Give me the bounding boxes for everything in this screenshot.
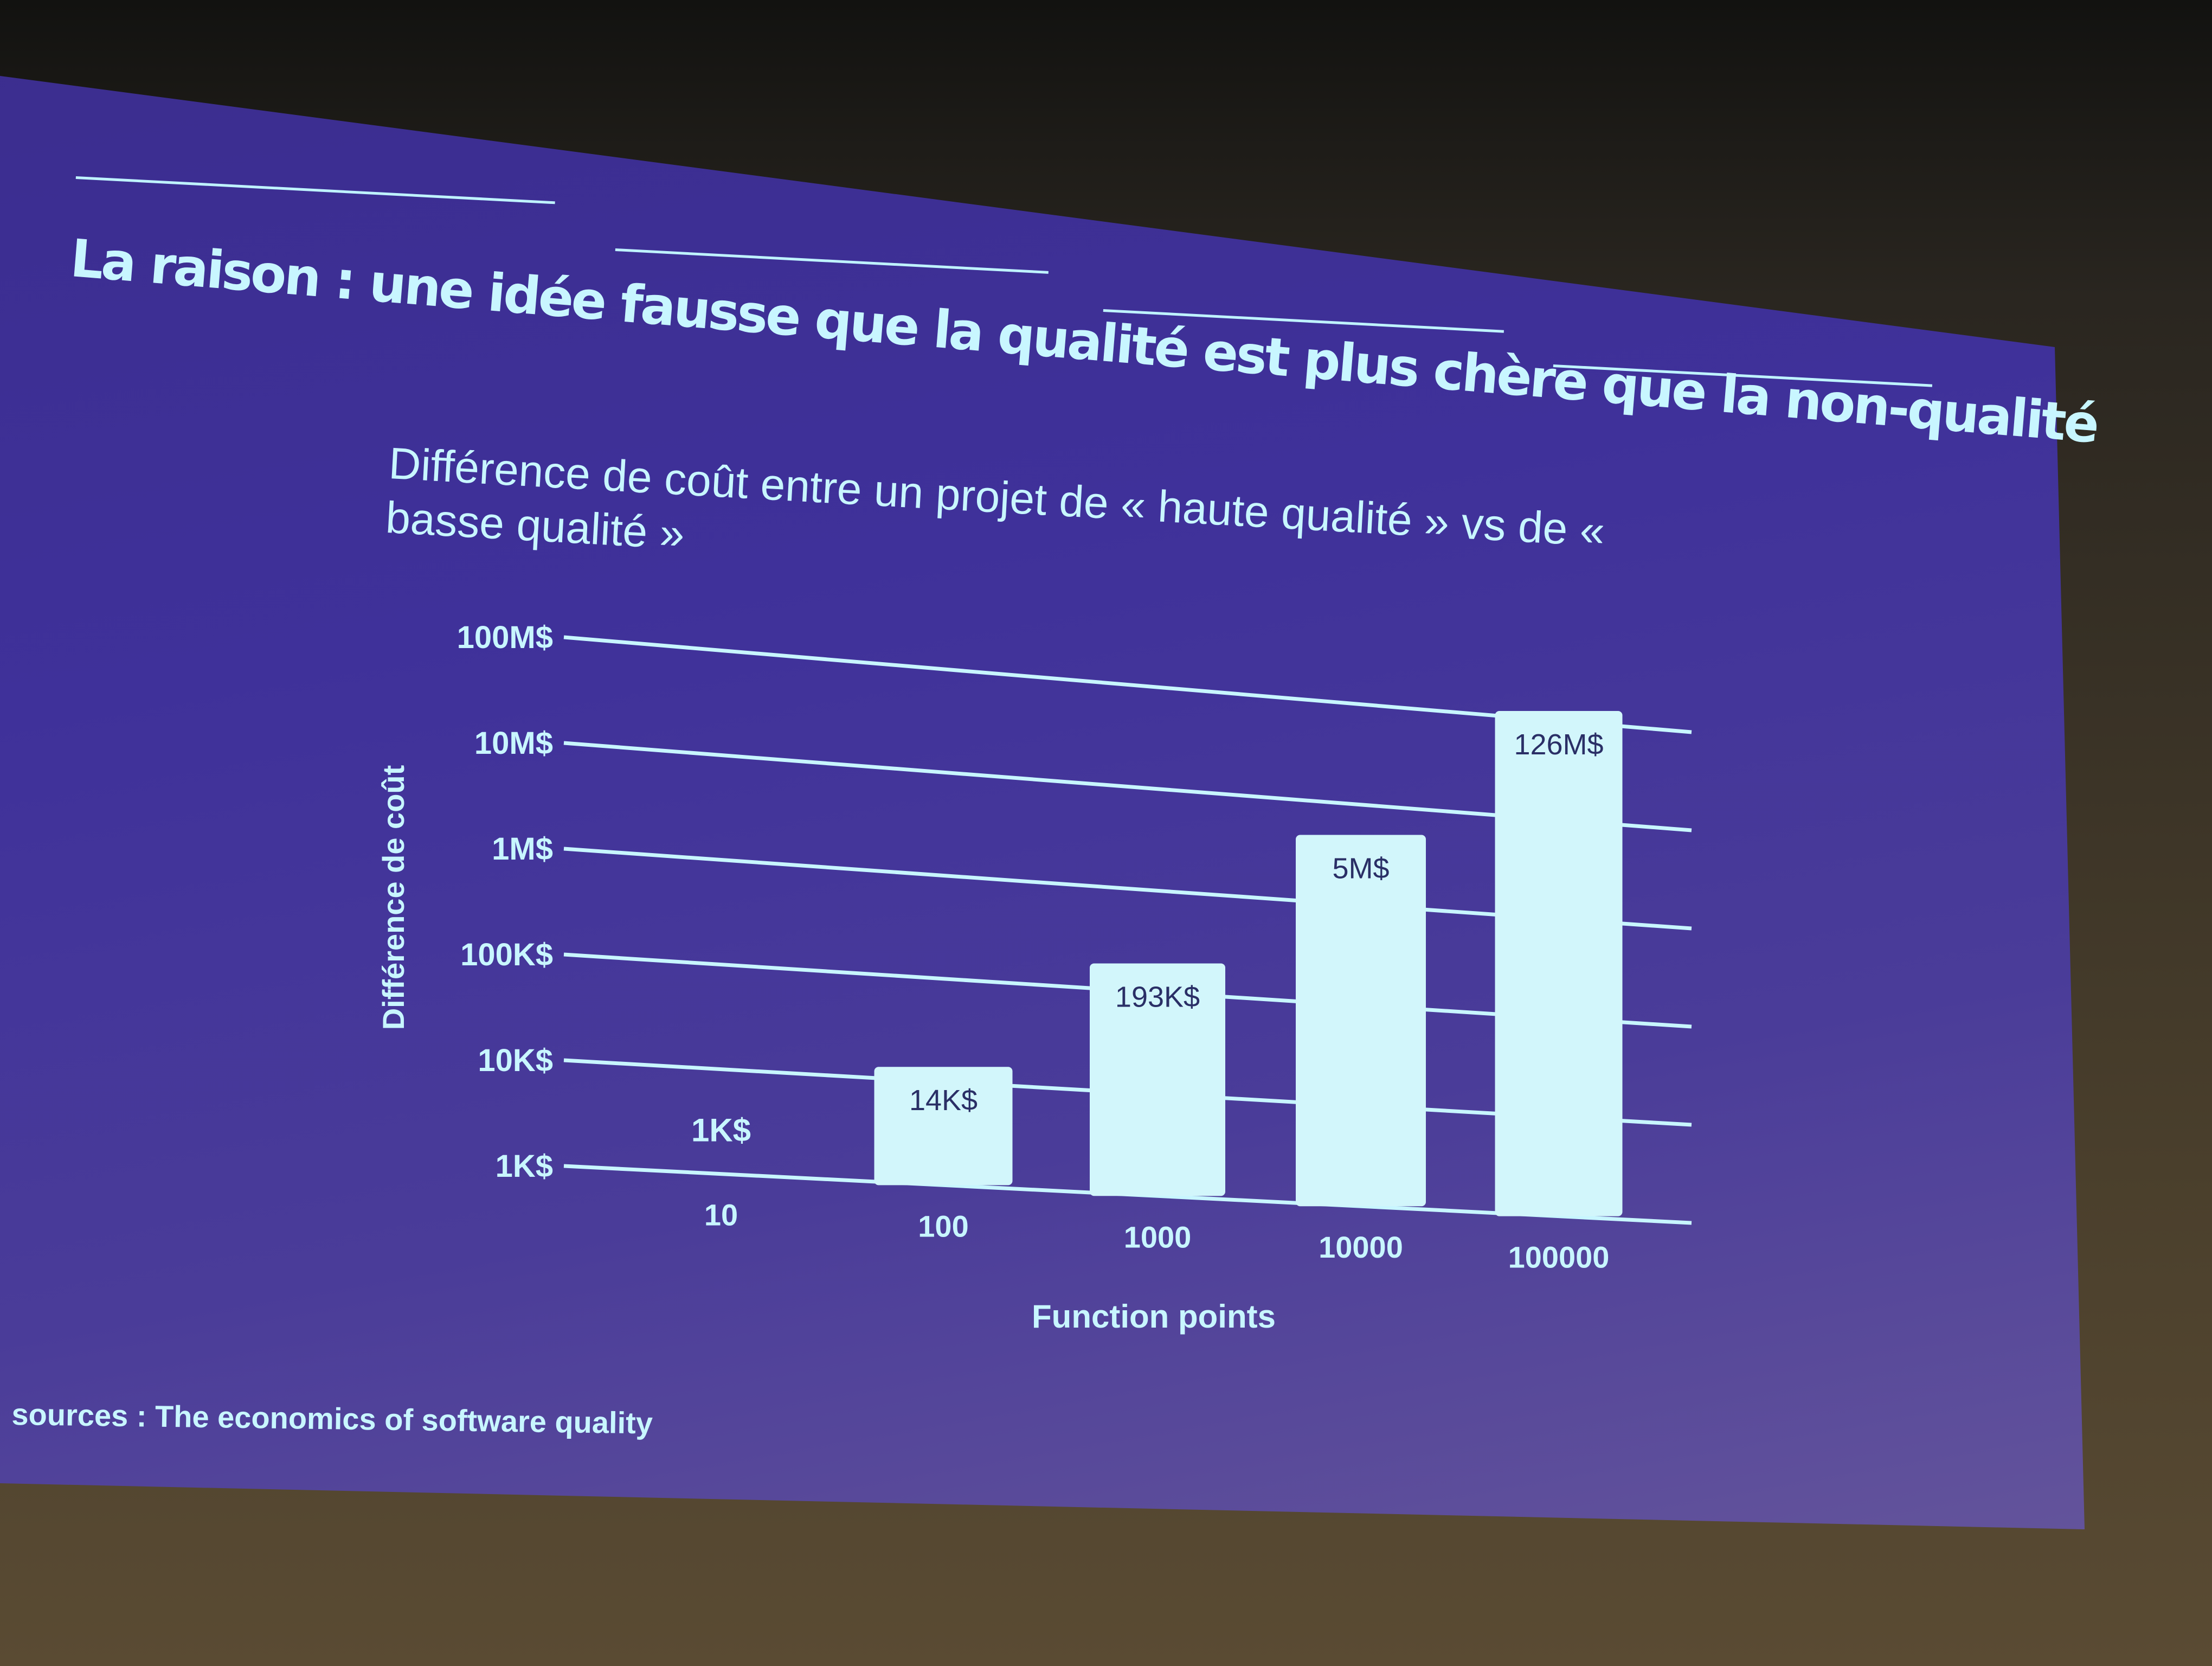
bar-value-label: 14K$ xyxy=(909,1084,978,1117)
y-axis-title: Différence de coût xyxy=(376,765,410,1030)
bar-value-label: 1K$ xyxy=(691,1112,751,1149)
bar-value-label: 126M$ xyxy=(1514,728,1603,761)
y-tick-label: 1K$ xyxy=(496,1149,553,1184)
y-tick-label: 10K$ xyxy=(478,1043,553,1078)
x-tick-label: 10 xyxy=(704,1198,738,1232)
plot-area: 1K$ 10K$ 100K$ 1M$ 10M$ 100M$ 1K$ 10 14K$ 100 193K… xyxy=(376,620,1692,1335)
bar xyxy=(874,1067,1013,1186)
bar xyxy=(1296,835,1426,1207)
bar xyxy=(1090,963,1225,1196)
x-tick-label: 1000 xyxy=(1124,1220,1192,1254)
bar xyxy=(1495,711,1623,1216)
x-axis-title: Function points xyxy=(1032,1298,1276,1335)
y-tick-label: 10M$ xyxy=(474,726,553,761)
x-tick-label: 10000 xyxy=(1319,1230,1403,1264)
bar-value-label: 5M$ xyxy=(1332,853,1389,885)
y-tick-label: 100M$ xyxy=(457,620,553,655)
x-tick-label: 100000 xyxy=(1508,1240,1610,1274)
y-tick-label: 1M$ xyxy=(492,831,553,867)
x-tick-label: 100 xyxy=(918,1209,968,1243)
bar-value-label: 193K$ xyxy=(1115,981,1200,1013)
y-tick-label: 100K$ xyxy=(460,937,553,972)
